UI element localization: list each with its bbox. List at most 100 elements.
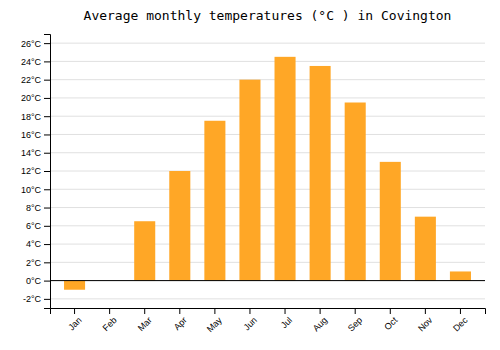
x-tick: Aug [311,308,329,333]
grid-line [50,97,485,98]
x-axis: Jan Feb Mar Apr May Jun Jul Aug Sep Oct Nov Dec [51,308,486,334]
x-tick-mark [390,308,391,314]
y-tick-mark [44,43,50,44]
y-tick-label: 26°C [21,39,42,49]
chart: -2°C0°C2°C4°C6°C8°C10°C12°C14°C16°C18°C2… [0,0,500,350]
x-tick-label: Apr [172,315,189,332]
grid-line [50,298,485,299]
bar [450,271,471,280]
y-tick: 2°C [26,258,50,268]
x-tick: Jun [242,308,259,332]
x-tick: Sep [346,308,364,333]
y-tick-label: 22°C [21,75,42,85]
y-tick-label: 24°C [21,57,42,67]
bar [415,217,436,281]
y-tick: 20°C [21,93,50,103]
x-tick-label: Nov [416,315,435,334]
y-tick-label: 14°C [21,148,42,158]
y-tick-mark [44,153,50,154]
x-tick: Jan [66,308,83,332]
y-tick: 0°C [26,276,50,286]
x-tick-label: Jul [279,315,294,330]
grid-line [50,280,485,281]
x-tick-mark [109,308,110,314]
grid-line [50,116,485,117]
x-tick: Mar [136,308,154,333]
y-tick: 16°C [21,130,50,140]
x-tick-mark [249,308,250,314]
x-tick-mark [285,308,286,314]
bar [345,103,366,281]
x-tick-label: Jun [242,315,259,332]
y-tick-mark [44,116,50,117]
y-tick: 24°C [21,57,50,67]
y-tick-label: 18°C [21,112,42,122]
bar [64,281,85,290]
y-tick-label: 6°C [26,221,42,231]
y-tick-label: 8°C [26,203,42,213]
x-tick-label: Mar [136,315,154,333]
grid-line [50,152,485,153]
x-tick: Jul [279,308,294,330]
bar [239,80,260,281]
y-tick-mark [44,98,50,99]
y-tick-mark [44,244,50,245]
x-tick-mark [425,308,426,314]
y-tick-label: 2°C [26,258,42,268]
bar [134,221,155,280]
y-tick-mark [44,299,50,300]
grid-line [50,61,485,62]
y-tick-mark [44,208,50,209]
y-tick-mark [44,226,50,227]
x-tick-mark [74,308,75,314]
x-tick-mark [179,308,180,314]
x-tick: Feb [101,308,119,333]
y-tick: 26°C [21,39,50,49]
title: Average monthly temperatures (°C ) in Co… [84,8,452,23]
y-axis-line [44,35,51,309]
y-tick: 6°C [26,221,50,231]
x-tick-mark [355,308,356,314]
y-tick: 22°C [21,75,50,85]
y-tick-label: 0°C [26,276,42,286]
y-tick-mark [44,61,50,62]
y-axis: -2°C0°C2°C4°C6°C8°C10°C12°C14°C16°C18°C2… [21,35,51,309]
y-tick-label: 10°C [21,185,42,195]
x-tick-mark [144,308,145,314]
y-tick: -2°C [23,294,50,304]
bar [380,162,401,281]
bar [275,57,296,281]
y-tick-mark [44,134,50,135]
zero-line [50,280,485,281]
x-tick-mark [460,308,461,314]
bar [204,121,225,281]
x-tick-label: Oct [382,315,399,332]
plot: -2°C0°C2°C4°C6°C8°C10°C12°C14°C16°C18°C2… [21,35,486,335]
bar [169,171,190,281]
y-tick-label: 20°C [21,93,42,103]
y-tick: 18°C [21,112,50,122]
y-tick-mark [44,80,50,81]
y-tick-mark [44,189,50,190]
grid [50,43,485,299]
x-tick: Apr [172,308,189,332]
y-tick-mark [44,171,50,172]
bar [310,66,331,281]
x-axis-line [51,309,486,315]
grid-line [50,43,485,44]
x-tick-label: Sep [346,315,364,333]
x-tick: May [205,308,224,334]
y-tick: 8°C [26,203,50,213]
x-tick-label: Aug [311,315,329,333]
grid-line [50,79,485,80]
y-tick: 4°C [26,239,50,249]
y-tick-mark [44,262,50,263]
grid-line [50,207,485,208]
x-tick-label: Dec [451,315,470,334]
x-tick: Nov [416,308,435,333]
x-tick-label: Jan [66,315,83,332]
grid-line [50,134,485,135]
grid-line [50,171,485,172]
bars [50,57,485,290]
x-tick-mark [320,308,321,314]
